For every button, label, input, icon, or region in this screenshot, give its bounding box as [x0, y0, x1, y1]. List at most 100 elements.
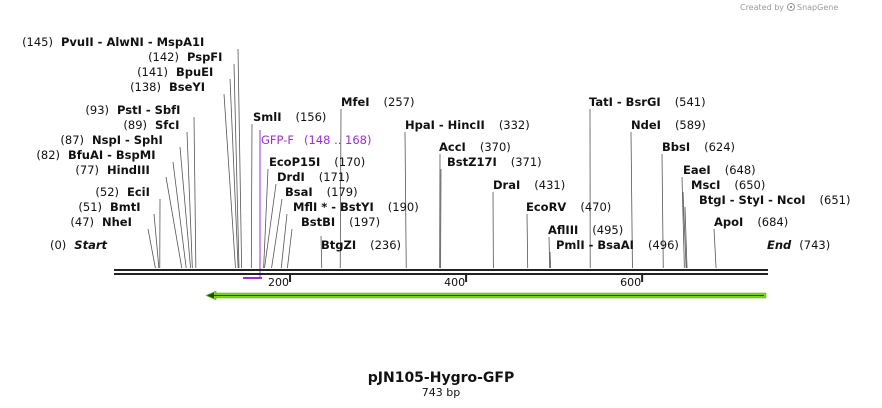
- site-position: (93): [85, 103, 109, 117]
- snapgene-logo-icon: [787, 3, 795, 11]
- restriction-site-label[interactable]: AccI (370): [439, 140, 511, 154]
- site-position: (190): [388, 200, 419, 214]
- restriction-site-label[interactable]: BtgZI (236): [321, 238, 401, 252]
- enzyme-name: HindIII: [107, 163, 150, 177]
- restriction-site-label[interactable]: ApoI (684): [714, 215, 788, 229]
- site-leader-line: [193, 116, 197, 269]
- site-position: (87): [60, 133, 84, 147]
- enzyme-name: BtgZI: [321, 238, 356, 252]
- enzyme-name: SfcI: [155, 118, 179, 132]
- enzyme-name: BmtI: [110, 200, 141, 214]
- restriction-site-label[interactable]: MfeI (257): [341, 95, 414, 109]
- site-position: (77): [75, 163, 99, 177]
- restriction-site-label[interactable]: BtgI - StyI - NcoI (651): [699, 193, 850, 207]
- leader-lines: [147, 48, 717, 269]
- ruler-tick-label: 400: [444, 276, 465, 289]
- restriction-site-label[interactable]: (138) BseYI: [130, 80, 205, 94]
- restriction-site-label[interactable]: (87) NspI - SphI: [60, 133, 162, 147]
- enzyme-name: BtgI - StyI - NcoI: [699, 193, 806, 207]
- site-leader-line: [682, 191, 687, 269]
- site-position: (82): [36, 148, 60, 162]
- restriction-site-label[interactable]: DrdI (171): [277, 170, 350, 184]
- enzyme-name: DraI: [493, 178, 520, 192]
- restriction-site-label[interactable]: (47) NheI: [70, 215, 132, 229]
- site-leader-line: [548, 236, 551, 269]
- restriction-site-label[interactable]: (82) BfuAI - BspMI: [36, 148, 155, 162]
- enzyme-name: EcoP15I: [269, 155, 320, 169]
- enzyme-name: HpaI - HincII: [405, 118, 485, 132]
- site-leader-line: [223, 93, 236, 269]
- restriction-site-label[interactable]: HpaI - HincII (332): [405, 118, 530, 132]
- restriction-site-label[interactable]: (77) HindIII: [75, 163, 149, 177]
- site-position: (371): [511, 155, 542, 169]
- site-leader-line: [684, 206, 688, 269]
- restriction-site-label[interactable]: PmlI - BsaAI (496): [556, 238, 679, 252]
- site-leader-line: [630, 131, 633, 269]
- restriction-site-label[interactable]: (89) SfcI: [123, 118, 179, 132]
- restriction-site-label[interactable]: (142) PspFI: [148, 50, 222, 64]
- enzyme-name: BstBI: [301, 215, 335, 229]
- site-leader-line: [179, 146, 191, 269]
- restriction-site-label[interactable]: (52) EciI: [95, 185, 150, 199]
- enzyme-name: MflI * - BstYI: [293, 200, 374, 214]
- enzyme-name: SmlI: [253, 110, 282, 124]
- enzyme-name: NspI - SphI: [92, 133, 163, 147]
- site-position: (197): [349, 215, 380, 229]
- site-leader-line: [526, 213, 529, 269]
- primer-label[interactable]: GFP-F (148 .. 168): [261, 133, 371, 147]
- start-label: (0) Start: [50, 238, 108, 252]
- restriction-site-label[interactable]: NdeI (589): [631, 118, 706, 132]
- restriction-site-label[interactable]: DraI (431): [493, 178, 565, 192]
- site-position: (650): [734, 178, 765, 192]
- site-leader-line: [233, 63, 240, 269]
- site-leader-line: [186, 131, 193, 269]
- site-position: (648): [725, 163, 756, 177]
- restriction-site-label[interactable]: (51) BmtI: [78, 200, 140, 214]
- enzyme-name: TatI - BsrGI: [589, 95, 661, 109]
- enzyme-name: MscI: [691, 178, 720, 192]
- site-labels: (145) PvuII - AlwNI - MspA1I(142) PspFI(14…: [22, 35, 850, 252]
- restriction-site-label[interactable]: (93) PstI - SbfI: [85, 103, 180, 117]
- site-position: (138): [130, 80, 161, 94]
- watermark-prefix: Created by: [740, 3, 784, 12]
- site-position: (142): [148, 50, 179, 64]
- restriction-site-label[interactable]: BstBI (197): [301, 215, 380, 229]
- site-leader-line: [681, 176, 685, 269]
- gfp-feature-arrow[interactable]: [205, 290, 767, 301]
- site-position: (51): [78, 200, 102, 214]
- restriction-site-label[interactable]: (145) PvuII - AlwNI - MspA1I: [22, 35, 204, 49]
- site-leader-line: [339, 108, 342, 269]
- site-position: (431): [534, 178, 565, 192]
- site-position: (495): [592, 223, 623, 237]
- restriction-site-label[interactable]: BstZ17I (371): [447, 155, 542, 169]
- restriction-site-label[interactable]: BbsI (624): [662, 140, 735, 154]
- site-position: (179): [327, 185, 358, 199]
- restriction-site-label[interactable]: TatI - BsrGI (541): [589, 95, 706, 109]
- enzyme-name: BpuEI: [176, 65, 213, 79]
- site-leader-line: [172, 161, 187, 269]
- site-leader-line: [320, 235, 323, 269]
- restriction-site-label[interactable]: BsaI (179): [285, 185, 358, 199]
- restriction-site-label[interactable]: EcoRV (470): [526, 200, 611, 214]
- enzyme-name: AflIII: [548, 223, 578, 237]
- enzyme-name: NdeI: [631, 118, 661, 132]
- restriction-site-label[interactable]: AflIII (495): [548, 223, 623, 237]
- restriction-site-label[interactable]: EaeI (648): [683, 163, 756, 177]
- site-position: (624): [704, 140, 735, 154]
- restriction-site-label[interactable]: MflI * - BstYI (190): [293, 200, 419, 214]
- restriction-site-label[interactable]: (141) BpuEI: [137, 65, 213, 79]
- enzyme-name: MfeI: [341, 95, 370, 109]
- site-position: (47): [70, 215, 94, 229]
- restriction-site-label[interactable]: MscI (650): [691, 178, 765, 192]
- site-leader-line: [280, 213, 288, 269]
- site-leader-line: [153, 213, 160, 269]
- restriction-site-label[interactable]: SmlI (156): [253, 110, 326, 124]
- enzyme-name: PvuII - AlwNI - MspA1I: [61, 35, 204, 49]
- site-position: (52): [95, 185, 119, 199]
- restriction-site-label[interactable]: EcoP15I (170): [269, 155, 365, 169]
- enzyme-name: ApoI: [714, 215, 743, 229]
- enzyme-name: AccI: [439, 140, 466, 154]
- enzyme-name: BbsI: [662, 140, 690, 154]
- site-position: (257): [384, 95, 415, 109]
